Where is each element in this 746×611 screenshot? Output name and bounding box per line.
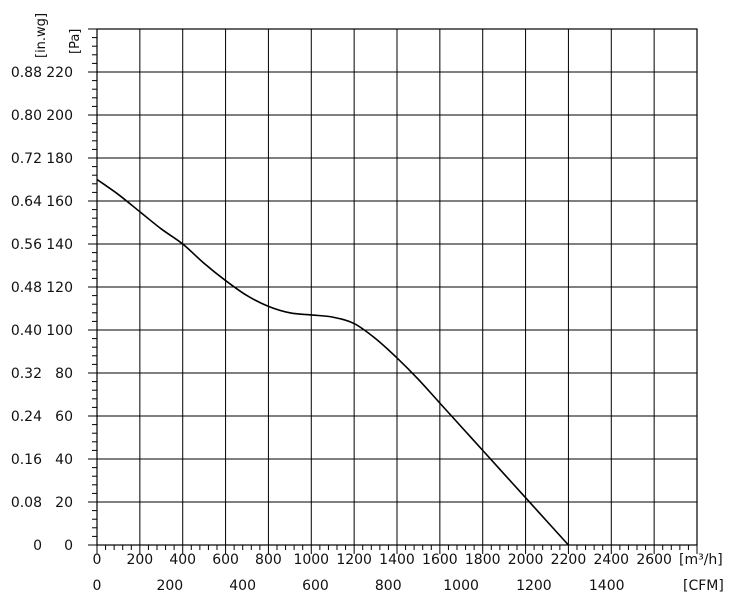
y-secondary-tick-labels: 0 0.08 0.16 0.24 0.32 0.40 0.48 0.56 0.64 0.72 0.8… [11,65,42,554]
y-tick-label: 180 [46,151,73,167]
x-secondary-tick-label: 200 [156,578,183,594]
x-tick-label: 2000 [508,552,544,568]
y-tick-label: 40 [55,452,73,468]
x-tick-label: 600 [212,552,239,568]
y-secondary-tick-label: 0.56 [11,237,42,253]
x-tick-label: 1600 [422,552,458,568]
x-secondary-tick-label: 800 [375,578,402,594]
y-secondary-tick-label: 0.48 [11,280,42,296]
y-tick-labels: 0 20 40 60 80 100 120 140 160 180 200 220 [46,65,73,554]
y-tick-label: 220 [46,65,73,81]
x-tick-label: 800 [255,552,282,568]
y-tick-label: 160 [46,194,73,210]
y-tick-label: 120 [46,280,73,296]
x-tick-labels: 0 200 400 600 800 1000 1200 1400 1600 1800 2000 220… [93,552,672,568]
y-secondary-tick-label: 0.80 [11,108,42,124]
x-secondary-tick-label: 600 [302,578,329,594]
x-secondary-tick-label: 1200 [516,578,552,594]
x-tick-label: 1000 [293,552,329,568]
x-secondary-unit-label: [CFM] [683,578,724,594]
x-tick-label: 1400 [379,552,415,568]
x-tick-label: 2200 [551,552,587,568]
plot-frame [96,28,698,546]
y-secondary-tick-label: 0.64 [11,194,42,210]
y-secondary-tick-label: 0.16 [11,452,42,468]
minor-ticks [88,28,698,554]
y-secondary-tick-label: 0.08 [11,495,42,511]
x-secondary-tick-label: 0 [93,578,102,594]
y-secondary-tick-label: 0.88 [11,65,42,81]
x-tick-label: 2400 [593,552,629,568]
grid [97,29,697,545]
y-tick-label: 100 [46,323,73,339]
x-tick-label: 1800 [465,552,501,568]
y-secondary-tick-label: 0 [33,538,42,554]
axes [96,28,698,546]
x-secondary-tick-labels: 0 200 400 600 800 1000 1200 1400 [93,578,625,594]
x-tick-label: 200 [126,552,153,568]
y-unit-label: [Pa] [68,29,83,54]
series-line-1 [96,178,570,546]
x-secondary-tick-label: 400 [229,578,256,594]
x-tick-label: 2600 [636,552,672,568]
x-tick-label: 400 [169,552,196,568]
y-secondary-unit-label: [in.wg] [34,13,49,58]
y-secondary-tick-label: 0.24 [11,409,42,425]
curves [96,178,570,546]
y-tick-label: 20 [55,495,73,511]
y-secondary-tick-label: 0.40 [11,323,42,339]
x-tick-label: 0 [93,552,102,568]
x-secondary-tick-label: 1000 [443,578,479,594]
x-unit-label: [m³/h] [679,552,723,568]
y-tick-label: 140 [46,237,73,253]
y-tick-label: 0 [64,538,73,554]
y-tick-label: 60 [55,409,73,425]
y-secondary-tick-label: 0.32 [11,366,42,382]
y-tick-label: 80 [55,366,73,382]
x-tick-label: 1200 [336,552,372,568]
y-tick-label: 200 [46,108,73,124]
x-secondary-tick-label: 1400 [589,578,625,594]
y-secondary-tick-label: 0.72 [11,151,42,167]
